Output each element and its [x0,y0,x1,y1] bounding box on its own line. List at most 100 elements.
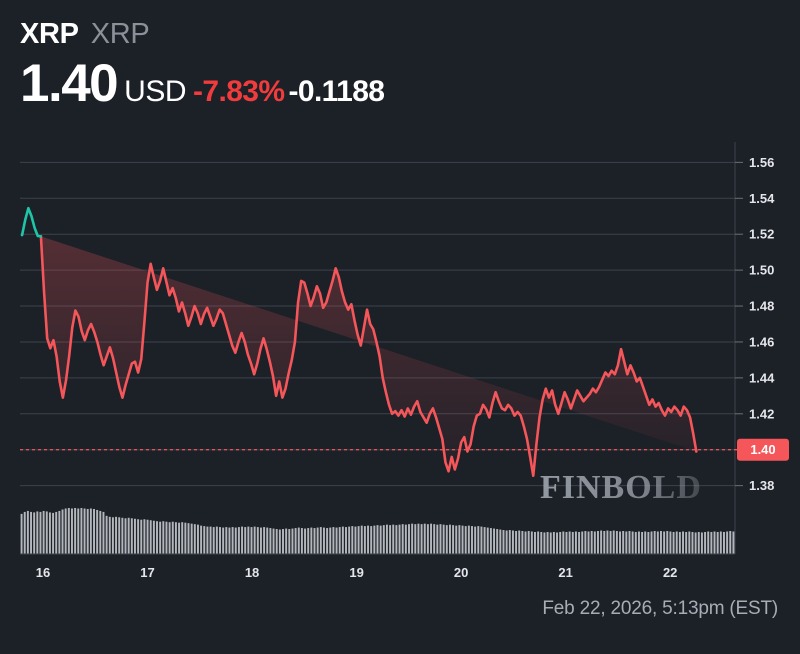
volume-bar [118,517,121,554]
volume-bar [694,532,697,554]
volume-bar [578,531,581,554]
chart-header: XRP XRP 1.40 USD -7.83% -0.1188 [20,18,385,113]
volume-bar [461,525,464,554]
volume-bar [234,527,237,554]
volume-bar [634,531,637,554]
volume-bar [93,508,95,554]
volume-bar [247,526,250,554]
volume-bar [467,525,470,554]
volume-bar [631,531,634,554]
volume-bar [660,531,662,554]
volume-bar [310,527,313,554]
volume-bar [511,530,514,554]
volume-bar [417,523,420,554]
volume-bar [685,531,688,554]
current-price-badge: 1.40 [737,438,789,461]
volume-bar [244,527,247,554]
volume-bar [430,523,433,554]
volume-bar [159,521,162,554]
y-axis-label: 1.38 [749,478,774,493]
volume-bar [515,531,518,554]
volume-bar [137,519,140,554]
x-axis-label: 16 [36,565,50,580]
volume-bar [275,529,278,554]
volume-bar [241,526,244,554]
volume-bar [486,527,489,554]
volume-bar [719,531,722,554]
volume-bar [231,527,234,554]
volume-bar [36,511,39,554]
volume-bar [593,531,596,554]
volume-bar [458,525,461,554]
price-badge-background [737,438,789,461]
x-axis-label: 18 [245,565,259,580]
volume-bar [656,531,659,554]
volume-bar [313,528,316,554]
volume-bar [111,517,114,554]
current-price: 1.40 [20,54,119,113]
volume-bar [392,524,395,554]
volume-bar [253,526,256,554]
volume-bar [64,508,67,554]
volume-bar [682,531,684,554]
volume-bar [341,526,344,554]
volume-bar [181,522,184,554]
volume-bar [574,531,577,554]
volume-bar [370,526,373,554]
volume-bar [55,511,58,554]
volume-bar [700,532,703,554]
volume-bar [338,527,341,554]
volume-bar [489,528,492,554]
volume-bar [493,528,496,554]
volume-bar [187,523,190,554]
volume-bar [178,522,181,554]
volume-bar [688,531,691,554]
chart-timestamp: Feb 22, 2026, 5:13pm (EST) [542,598,778,619]
volume-bar [559,531,562,554]
volume-bar [672,531,675,554]
volume-bar [367,525,370,554]
volume-bar [376,525,379,554]
price-badge-label: 1.40 [750,442,775,457]
volume-bar [263,527,266,554]
volume-bar [448,524,451,554]
volume-bar [521,531,524,554]
chart-area[interactable]: 1.38 1.40 1.42 1.44 1.46 1.48 1.50 1.52 1.54 1.56… [0,140,800,580]
y-axis-label: 1.46 [749,334,774,349]
volume-bar [653,531,656,554]
volume-bar [508,530,511,554]
volume-bar [215,526,218,554]
volume-bar [537,531,540,554]
y-axis-label: 1.52 [749,227,774,242]
volume-bar [452,525,455,554]
volume-bar [609,531,612,554]
volume-bar [256,527,259,554]
volume-bar [48,512,51,554]
price-chart-svg[interactable]: 1.38 1.40 1.42 1.44 1.46 1.48 1.50 1.52 1.54 1.56… [0,140,800,590]
volume-bar [379,525,382,554]
volume-bar [615,531,618,554]
volume-bar [23,511,26,554]
y-axis-label: 1.48 [749,299,774,314]
finbold-watermark: FINBOLD [540,469,702,506]
volume-bar [442,524,445,554]
y-axis-label: 1.54 [749,191,775,206]
y-axis-ticks [735,161,743,487]
volume-bar [420,524,423,554]
volume-bar [30,511,32,554]
volume-bar [625,531,628,554]
volume-bar [196,524,199,554]
price-currency: USD [124,75,186,108]
ticker-row: XRP XRP [20,18,384,51]
volume-bar [171,521,174,554]
y-axis-label: 1.44 [749,370,775,385]
y-axis-label: 1.42 [749,406,774,421]
volume-bar [316,527,319,554]
volume-bar [58,510,61,554]
price-change-absolute: -0.1188 [288,75,385,108]
volume-bar [716,531,719,554]
volume-bar [552,531,555,554]
volume-bar [39,511,42,554]
volume-bar [499,529,502,554]
x-axis-label: 17 [140,565,154,580]
